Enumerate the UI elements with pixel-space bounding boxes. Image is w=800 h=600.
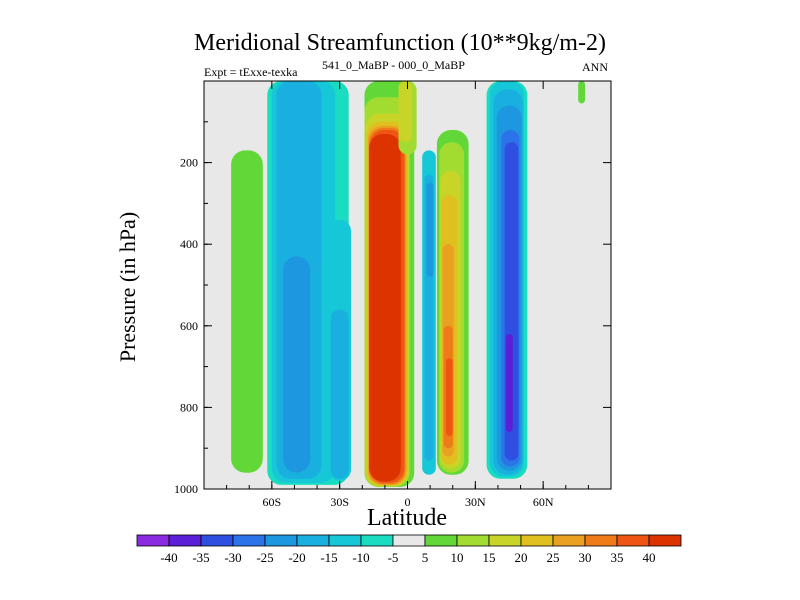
colorbar-label: 20 xyxy=(515,550,528,565)
axes: 60S 30S 0 30N 60N 200 400 600 800 1000 xyxy=(174,80,612,509)
y-tick-label: 400 xyxy=(180,237,198,251)
colorbar-label: 10 xyxy=(451,550,464,565)
colorbar-swatch xyxy=(328,534,362,547)
colorbar-swatch xyxy=(168,534,202,547)
experiment-label: Expt = tExxe-texka xyxy=(204,65,298,79)
contour-band xyxy=(426,183,434,277)
x-tick-label: 0 xyxy=(405,495,411,509)
colorbar-swatch xyxy=(232,534,266,547)
x-tick-label: 60S xyxy=(262,495,281,509)
plot-area xyxy=(204,81,611,489)
colorbar-swatch xyxy=(424,534,458,547)
colorbar-swatch xyxy=(616,534,650,547)
chart-title: Meridional Streamfunction (10**9kg/m-2) xyxy=(194,30,606,56)
colorbar-label: -10 xyxy=(352,550,369,565)
chart-subtitle: 541_0_MaBP - 000_0_MaBP xyxy=(322,58,465,72)
contour-band xyxy=(231,150,263,473)
colorbar-label: 30 xyxy=(579,550,592,565)
colorbar-swatch xyxy=(200,534,234,547)
contour-band xyxy=(283,293,297,461)
colorbar-swatch xyxy=(584,534,618,547)
colorbar-label: -5 xyxy=(388,550,399,565)
x-tick-label: 60N xyxy=(533,495,554,509)
contour-band xyxy=(505,334,513,432)
x-tick-label: 30S xyxy=(330,495,349,509)
x-tick-label: 30N xyxy=(465,495,486,509)
colorbar-swatch xyxy=(360,534,394,547)
y-tick-label: 800 xyxy=(180,400,198,414)
contour-band xyxy=(398,81,413,143)
y-tick-label: 200 xyxy=(180,156,198,170)
colorbar-swatch xyxy=(296,534,330,547)
colorbar-swatch xyxy=(456,534,490,547)
colorbar-label: 5 xyxy=(422,550,429,565)
contour-band xyxy=(330,309,349,479)
colorbar-swatch xyxy=(488,534,522,547)
contour-band xyxy=(445,358,453,436)
y-tick-label: 600 xyxy=(180,319,198,333)
colorbar-label: -25 xyxy=(256,550,273,565)
colorbar-label: 35 xyxy=(611,550,624,565)
colorbar-swatch xyxy=(136,534,170,547)
y-tick-label: 1000 xyxy=(174,482,198,496)
colorbar-swatch xyxy=(552,534,586,547)
colorbar-swatch xyxy=(520,534,554,547)
colorbar-swatch xyxy=(392,534,426,547)
colorbar-label: 40 xyxy=(643,550,656,565)
colorbar-swatch xyxy=(648,534,682,547)
colorbar-label: -35 xyxy=(192,550,209,565)
colorbar-label: 25 xyxy=(547,550,560,565)
colorbar-label: -15 xyxy=(320,550,337,565)
colorbar-label: 15 xyxy=(483,550,496,565)
colorbar: -40 -35 -30 -25 -20 -15 -10 -5 5 10 15 20 25 30 35 40 xyxy=(136,534,682,565)
season-label: ANN xyxy=(582,60,608,74)
colorbar-label: -40 xyxy=(160,550,177,565)
colorbar-label: -30 xyxy=(224,550,241,565)
colorbar-label: -20 xyxy=(288,550,305,565)
contour-band xyxy=(578,81,585,104)
x-axis-label: Latitude xyxy=(367,505,447,531)
contour-band xyxy=(369,134,401,482)
colorbar-swatch xyxy=(264,534,298,547)
